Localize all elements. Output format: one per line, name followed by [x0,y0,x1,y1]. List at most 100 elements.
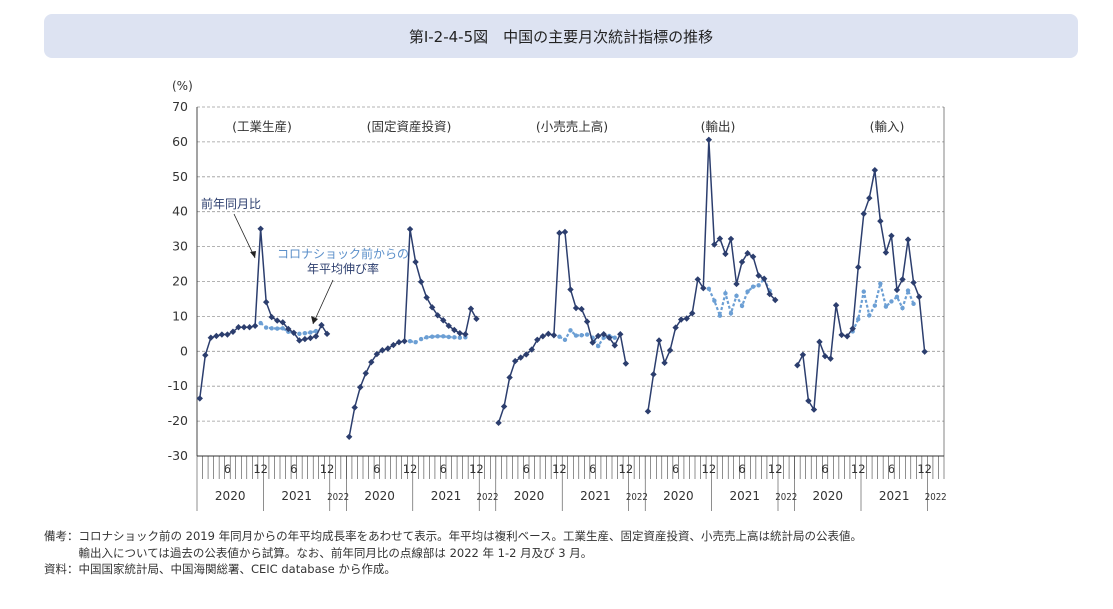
yoy-point [495,419,502,427]
avg-growth-point [878,281,883,286]
yoy-point [672,324,679,331]
yoy-point [838,331,845,339]
avg-growth-point [612,335,617,340]
avg-growth-point [313,328,319,334]
avg-growth-point [452,335,457,340]
avg-growth-point [263,325,269,330]
x-month-label: 6 [373,462,380,476]
yoy-point [556,229,563,237]
avg-growth-point [562,337,568,342]
y-tick-label: -20 [168,413,188,428]
avg-growth-point [889,299,894,304]
yoy-point [567,286,574,293]
x-year-label: 2020 [514,489,545,503]
avg-growth-point [717,313,723,318]
yoy-point [207,334,215,341]
yoy-point [561,228,569,236]
note-remarks-line: 輸出入については過去の公表値から試算。なお、前年同月比の点線部は 2022 年 … [78,545,593,560]
yoy-point [224,331,231,338]
avg-growth-point [723,291,728,296]
yoy-point [428,304,436,311]
yoy-point [500,403,508,410]
x-year-label: 2021 [281,489,312,503]
yoy-point [434,312,441,319]
yoy-point [578,305,585,313]
annotation-yoy-leader [233,213,256,259]
yoy-point [301,335,309,343]
annotation-yoy-label: 前年同月比 [201,196,261,211]
note-source-line: 中国国家統計局、中国海関総署、CEIC database から作成。 [78,562,396,576]
x-month-label: 12 [320,462,335,476]
yoy-point [799,351,807,358]
x-year-label: 2022 [925,492,947,503]
yoy-point [362,370,369,377]
yoy-point [440,317,447,324]
avg-growth-point [894,294,900,300]
yoy-point [827,355,834,362]
x-month-label: 12 [552,462,567,476]
x-month-label: 6 [672,462,679,476]
x-month-label: 12 [702,462,717,476]
yoy-point [711,241,718,248]
yoy-point [312,333,320,340]
axis-layer: 70 60 50 40 30 20 10 0 -10 -20 -30 (%) 6 12 6 12 2020 202… [168,79,947,511]
yoy-point [235,324,242,331]
yoy-point [462,330,469,338]
avg-growth-point [446,334,451,340]
yoy-point [451,326,458,334]
yoy-point [401,337,408,345]
avg-growth-point [568,328,573,333]
annotation-yoy-arrowhead [250,251,256,258]
yoy-point [351,404,358,411]
avg-growth-point [308,330,313,335]
panel-label: (小売売上高) [536,119,608,134]
avg-growth-point [584,332,590,337]
x-month-label: 6 [290,462,297,476]
yoy-point [661,359,668,367]
yoy-point [357,384,364,391]
yoy-point [888,232,895,239]
yoy-point [689,310,696,317]
avg-growth-point [429,334,435,339]
yoy-point [196,395,203,402]
avg-growth-point [905,288,911,293]
yoy-point [583,318,591,325]
yoy-point [417,278,425,286]
avg-growth-point [756,283,761,288]
yoy-line [497,231,627,424]
x-year-label: 2021 [431,489,462,503]
avg-growth-point [900,305,905,311]
panel-label: (固定資産投資) [367,119,452,134]
yoy-point [617,330,624,338]
x-month-label: 12 [403,462,418,476]
yoy-point [274,317,281,324]
y-tick-label: -10 [168,378,188,393]
note-remarks-line: コロナショック前の 2019 年同月からの年平均成長率をあわせて表示。年平均は複… [78,529,863,543]
yoy-point [810,406,818,413]
yoy-point [213,332,220,340]
yoy-point [290,329,298,337]
yoy-point [882,249,890,256]
note-remarks: 備考： コロナショック前の 2019 年同月からの年平均成長率をあわせて表示。年… [44,528,1104,561]
x-month-label: 12 [619,462,634,476]
note-source: 資料： 中国国家統計局、中国海関総署、CEIC database から作成。 [44,561,1104,578]
yoy-point [893,286,901,294]
yoy-point [655,337,663,344]
yoy-point [849,325,856,332]
yoy-point [406,225,414,233]
x-year-label: 2022 [477,492,499,503]
yoy-point [760,275,768,282]
annotation-avg-arrowhead [311,316,318,324]
chart-title: 第Ⅰ-2-4-5図 中国の主要月次統計指標の推移 [408,27,714,46]
yoy-point [921,348,928,355]
yoy-point [832,302,840,309]
yoy-point [368,358,375,366]
x-year-label: 2021 [580,489,611,503]
yoy-point [915,293,923,301]
x-month-label: 6 [888,462,895,476]
yoy-point [755,272,762,279]
avg-growth-point [856,316,861,322]
yoy-point [473,315,480,323]
yoy-point [622,360,630,367]
series-layer [196,136,928,441]
